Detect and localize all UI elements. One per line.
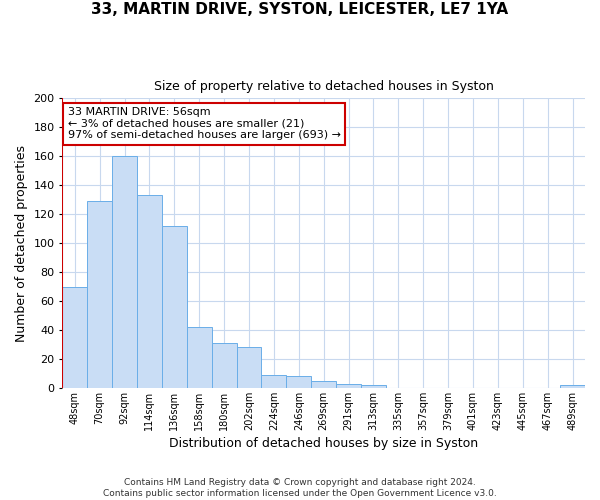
X-axis label: Distribution of detached houses by size in Syston: Distribution of detached houses by size …	[169, 437, 478, 450]
Text: 33, MARTIN DRIVE, SYSTON, LEICESTER, LE7 1YA: 33, MARTIN DRIVE, SYSTON, LEICESTER, LE7…	[91, 2, 509, 18]
Bar	[87, 201, 112, 388]
Bar	[336, 384, 361, 388]
Bar	[361, 385, 386, 388]
Bar	[286, 376, 311, 388]
Bar	[262, 375, 286, 388]
Bar	[162, 226, 187, 388]
Bar	[236, 348, 262, 388]
Bar	[311, 380, 336, 388]
Y-axis label: Number of detached properties: Number of detached properties	[15, 144, 28, 342]
Bar	[62, 286, 87, 388]
Bar	[137, 196, 162, 388]
Title: Size of property relative to detached houses in Syston: Size of property relative to detached ho…	[154, 80, 494, 93]
Bar	[560, 385, 585, 388]
Text: Contains HM Land Registry data © Crown copyright and database right 2024.
Contai: Contains HM Land Registry data © Crown c…	[103, 478, 497, 498]
Bar	[112, 156, 137, 388]
Text: 33 MARTIN DRIVE: 56sqm
← 3% of detached houses are smaller (21)
97% of semi-deta: 33 MARTIN DRIVE: 56sqm ← 3% of detached …	[68, 107, 341, 140]
Bar	[187, 327, 212, 388]
Bar	[212, 343, 236, 388]
